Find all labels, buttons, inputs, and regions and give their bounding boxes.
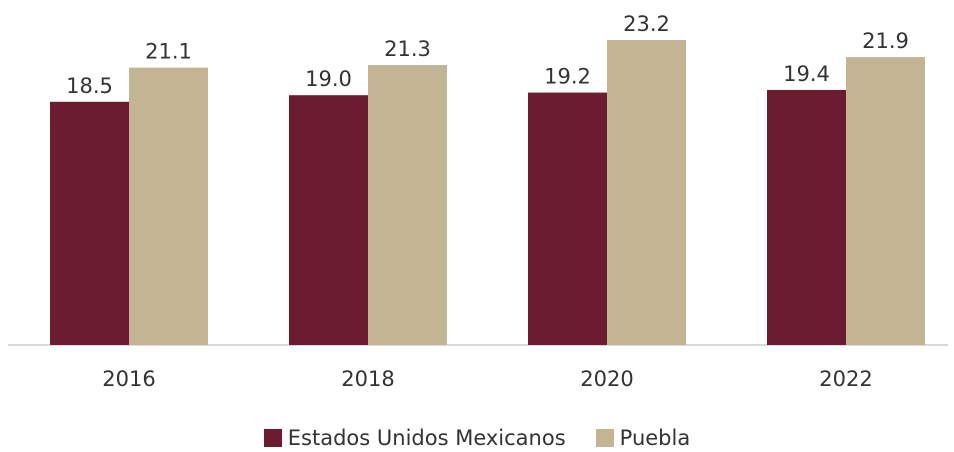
data-label-2016-estados-unidos-mexicanos: 18.5 [66, 74, 113, 98]
bar-chart: 18.5 21.1 2016 19.0 21.3 2018 19.2 23.2 2020 19.4… [8, 12, 948, 391]
data-label-2020-estados-unidos-mexicanos: 19.2 [544, 65, 591, 89]
data-label-2018-puebla: 21.3 [384, 37, 431, 61]
bar-2018-estados-unidos-mexicanos [289, 95, 368, 345]
data-label-2022-estados-unidos-mexicanos: 19.4 [783, 62, 830, 86]
data-label-2016-puebla: 21.1 [145, 40, 192, 64]
bar-2022-puebla [846, 57, 925, 346]
legend-swatch-estados-unidos-mexicanos [263, 429, 282, 447]
bar-2018-puebla [368, 64, 447, 345]
bar-2020-puebla [607, 40, 686, 345]
x-tick-label-2022: 2022 [819, 367, 872, 391]
bar-2016-estados-unidos-mexicanos [50, 101, 129, 346]
bar-2016-puebla [129, 67, 208, 345]
legend-label-estados-unidos-mexicanos: Estados Unidos Mexicanos [287, 426, 566, 450]
legend-swatch-puebla [595, 429, 614, 447]
legend-item-estados-unidos-mexicanos: Estados Unidos Mexicanos [263, 426, 566, 450]
data-label-2020-puebla: 23.2 [623, 12, 670, 36]
x-tick-label-2020: 2020 [580, 367, 633, 391]
data-label-2018-estados-unidos-mexicanos: 19.0 [305, 67, 352, 91]
x-tick-label-2016: 2016 [102, 367, 155, 391]
legend: Estados Unidos Mexicanos Puebla [0, 426, 954, 450]
x-tick-label-2018: 2018 [341, 367, 394, 391]
legend-item-puebla: Puebla [595, 426, 691, 450]
bar-2020-estados-unidos-mexicanos [528, 92, 607, 345]
legend-label-puebla: Puebla [619, 426, 691, 450]
data-label-2022-puebla: 21.9 [862, 29, 909, 53]
bar-2022-estados-unidos-mexicanos [767, 89, 846, 345]
